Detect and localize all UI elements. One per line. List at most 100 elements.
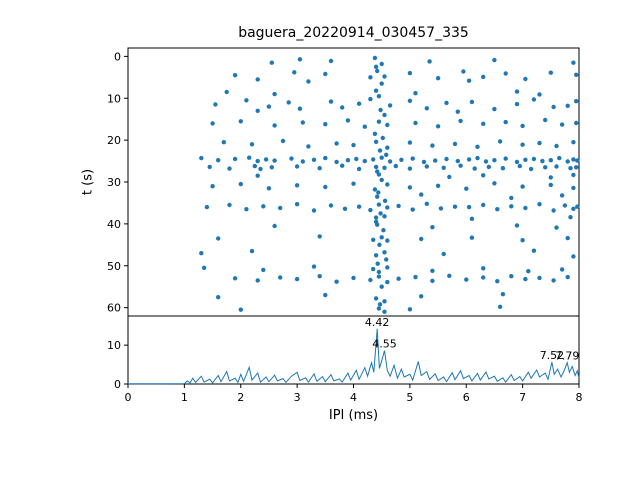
scatter-point — [537, 275, 542, 281]
scatter-point — [382, 112, 387, 118]
scatter-point — [266, 104, 272, 109]
scatter-point — [266, 186, 272, 191]
scatter-point — [407, 70, 413, 76]
scatter-point — [382, 214, 387, 219]
scatter-point — [481, 121, 486, 127]
scatter-point — [227, 166, 232, 171]
scatter-point — [503, 119, 508, 125]
scatter-point — [435, 76, 441, 81]
scatter-point — [483, 159, 489, 164]
scatter-point — [520, 123, 525, 129]
scatter-point — [492, 57, 497, 63]
scatter-point — [495, 279, 500, 284]
scatter-point — [387, 103, 393, 108]
y-tick-label: 60 — [107, 302, 121, 315]
scatter-point — [261, 204, 266, 209]
scatter-point — [481, 173, 486, 178]
scatter-point — [466, 78, 472, 83]
scatter-point — [221, 140, 226, 145]
scatter-point — [375, 169, 380, 174]
scatter-point — [421, 159, 427, 165]
scatter-point — [441, 165, 446, 170]
scatter-point — [452, 141, 458, 147]
scatter-point — [500, 292, 506, 297]
scatter-point — [548, 70, 553, 75]
scatter-point — [376, 306, 382, 311]
scatter-point — [216, 236, 221, 241]
scatter-point — [351, 275, 356, 281]
scatter-point — [252, 163, 257, 169]
scatter-point — [376, 94, 382, 99]
scatter-point — [486, 164, 491, 170]
scatter-point — [571, 140, 576, 145]
scatter-point — [340, 163, 345, 168]
scatter-point — [345, 158, 351, 163]
scatter-point — [373, 88, 379, 93]
scatter-point — [232, 156, 238, 162]
scatter-point — [447, 174, 452, 180]
scatter-point — [528, 166, 534, 172]
scatter-point — [531, 156, 537, 162]
x-axis-label: IPI (ms) — [328, 408, 379, 423]
scatter-point — [475, 144, 480, 149]
scatter-point — [306, 144, 311, 149]
scatter-point — [574, 72, 579, 78]
scatter-point — [407, 98, 413, 104]
scatter-point — [500, 166, 506, 171]
scatter-point — [376, 190, 381, 195]
y-tick-label: 10 — [107, 92, 121, 105]
scatter-point — [368, 96, 373, 102]
scatter-point — [461, 69, 466, 74]
scatter-point — [311, 264, 317, 269]
scatter-point — [345, 118, 351, 123]
histogram-line — [128, 328, 580, 385]
scatter-point — [249, 142, 255, 147]
scatter-point — [523, 205, 528, 211]
scatter-point — [413, 91, 418, 96]
scatter-point — [328, 99, 334, 104]
scatter-point — [311, 208, 317, 213]
scatter-point — [378, 211, 383, 216]
scatter-point — [224, 89, 229, 95]
scatter-point — [387, 159, 393, 164]
scatter-point — [371, 237, 376, 242]
scatter-point — [323, 184, 328, 190]
scatter-point — [472, 166, 477, 171]
scatter-point — [430, 278, 435, 283]
scatter-point — [514, 101, 520, 107]
scatter-point — [342, 206, 348, 211]
scatter-point — [210, 184, 215, 189]
scatter-point — [371, 266, 376, 272]
scatter-point — [481, 74, 486, 80]
scatter-point — [531, 97, 537, 102]
peak-annotation: 4.55 — [372, 338, 397, 351]
scatter-point — [430, 268, 435, 273]
scatter-point — [213, 102, 218, 107]
scatter-point — [424, 201, 429, 206]
scatter-point — [269, 60, 274, 65]
y-tick-label: 20 — [107, 134, 121, 147]
scatter-point — [379, 177, 384, 183]
scatter-point — [323, 292, 328, 298]
scatter-point — [466, 204, 472, 210]
y-tick-label: 40 — [107, 218, 121, 231]
scatter-point — [382, 299, 387, 304]
scatter-point — [575, 204, 580, 209]
scatter-point — [380, 135, 385, 141]
scatter-point — [568, 215, 573, 220]
scatter-point — [272, 158, 277, 163]
scatter-point — [458, 163, 463, 168]
scatter-point — [384, 152, 389, 157]
scatter-point — [495, 207, 500, 212]
scatter-point — [372, 131, 378, 136]
scatter-point — [452, 204, 458, 209]
scatter-point — [372, 55, 378, 61]
scatter-point — [385, 122, 390, 128]
scatter-point — [551, 208, 556, 213]
scatter-point — [199, 155, 204, 161]
scatter-point — [375, 261, 380, 266]
scatter-point — [551, 278, 556, 283]
scatter-point — [565, 235, 570, 241]
scatter-point — [497, 139, 503, 144]
scatter-point — [323, 122, 328, 127]
